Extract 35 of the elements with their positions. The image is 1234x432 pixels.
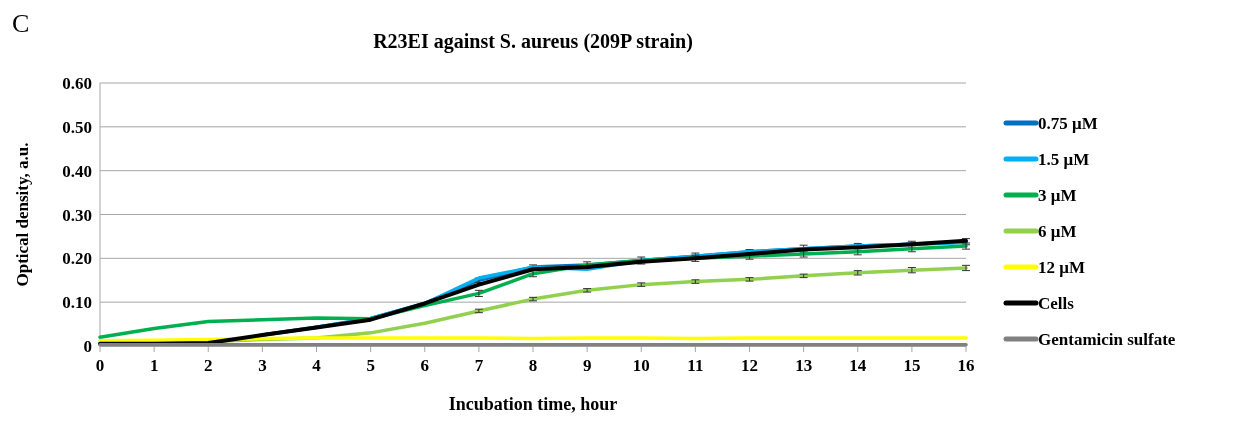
y-tick-label: 0.30 bbox=[62, 205, 92, 225]
x-tick-label: 4 bbox=[312, 356, 322, 375]
x-tick-label: 3 bbox=[258, 356, 267, 375]
legend-label: 6 μM bbox=[1038, 222, 1077, 241]
x-tick-label: 6 bbox=[420, 356, 429, 375]
x-tick-label: 8 bbox=[528, 356, 538, 375]
y-tick-label: 0.10 bbox=[62, 293, 92, 313]
y-tick-label: 0.50 bbox=[62, 117, 92, 137]
x-axis-title: Incubation time, hour bbox=[448, 394, 618, 414]
text: C bbox=[12, 9, 30, 38]
chart-title: R23EI against S. aureus (209P strain) bbox=[373, 30, 693, 53]
x-tick-label: 9 bbox=[582, 356, 592, 375]
x-tick-label: 1 bbox=[149, 356, 159, 375]
y-tick-label: 0.20 bbox=[62, 249, 92, 269]
x-tick-label: 2 bbox=[204, 356, 213, 375]
x-tick-label: 13 bbox=[795, 356, 813, 375]
legend-label: 12 μM bbox=[1038, 258, 1085, 277]
y-tick-label: 0.60 bbox=[62, 74, 92, 93]
legend-label: 1.5 μM bbox=[1038, 150, 1090, 169]
y-tick-label: 0 bbox=[83, 337, 92, 356]
legend-label: 3 μM bbox=[1038, 186, 1077, 205]
x-tick-label: 7 bbox=[474, 356, 484, 375]
x-tick-label: 5 bbox=[366, 356, 375, 375]
x-tick-label: 14 bbox=[849, 356, 867, 375]
x-tick-label: 0 bbox=[95, 356, 105, 375]
legend-label: Gentamicin sulfate bbox=[1038, 330, 1176, 349]
x-tick-label: 16 bbox=[957, 356, 975, 375]
legend-label: Cells bbox=[1038, 294, 1075, 313]
x-tick-label: 10 bbox=[632, 356, 650, 375]
x-tick-label: 11 bbox=[687, 356, 704, 375]
y-tick-label: 0.40 bbox=[62, 161, 92, 181]
y-axis-title: Optical density, a.u. bbox=[13, 142, 32, 287]
x-tick-label: 15 bbox=[903, 356, 921, 375]
x-tick-label: 12 bbox=[741, 356, 758, 375]
legend-label: 0.75 μM bbox=[1038, 114, 1098, 133]
